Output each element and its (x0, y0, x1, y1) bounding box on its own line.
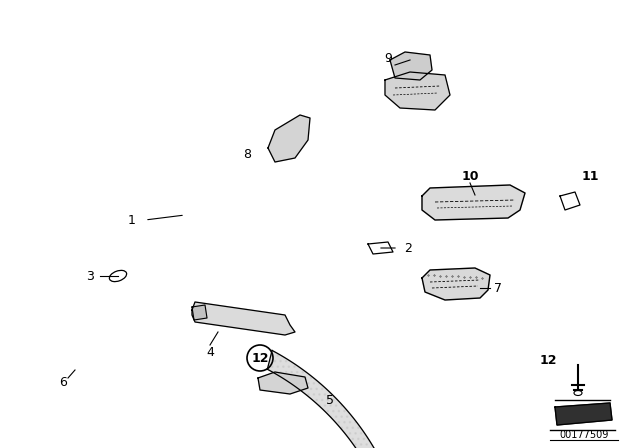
Text: 10: 10 (461, 169, 479, 182)
Text: 12: 12 (252, 352, 269, 365)
Text: 9: 9 (384, 52, 392, 65)
Polygon shape (192, 305, 207, 320)
Text: 5: 5 (326, 393, 334, 406)
Polygon shape (422, 268, 490, 300)
Text: 11: 11 (581, 169, 599, 182)
Ellipse shape (574, 391, 582, 396)
Text: 6: 6 (59, 375, 67, 388)
Polygon shape (268, 115, 310, 162)
Polygon shape (192, 302, 295, 335)
Text: 2: 2 (404, 241, 412, 254)
Text: 1: 1 (128, 214, 136, 227)
Text: 00177509: 00177509 (559, 430, 609, 440)
Polygon shape (368, 242, 393, 254)
Polygon shape (422, 185, 525, 220)
Polygon shape (560, 192, 580, 210)
Polygon shape (258, 372, 308, 394)
Text: 3: 3 (86, 270, 94, 283)
Text: 12: 12 (540, 353, 557, 366)
Text: 7: 7 (494, 281, 502, 294)
Polygon shape (268, 350, 381, 448)
Text: 4: 4 (206, 345, 214, 358)
Text: 8: 8 (243, 148, 251, 161)
Polygon shape (390, 52, 432, 80)
Polygon shape (385, 72, 450, 110)
Polygon shape (555, 403, 612, 425)
